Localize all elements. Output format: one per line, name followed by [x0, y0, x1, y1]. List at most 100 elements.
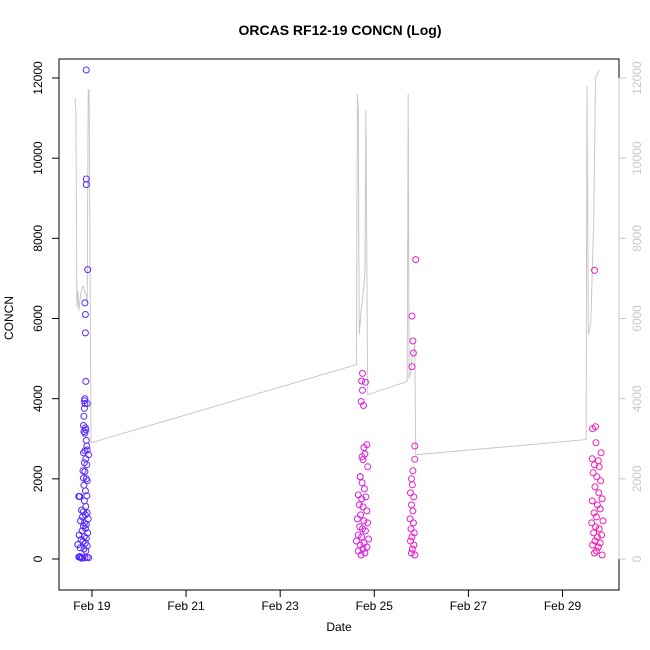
y-right-tick-label: 8000 — [630, 225, 644, 252]
y-axis-label: CONCN — [2, 296, 16, 340]
data-point — [598, 531, 606, 539]
y-right-tick-label: 12000 — [630, 61, 644, 95]
data-point — [590, 509, 598, 517]
data-point — [592, 439, 600, 447]
data-point — [596, 539, 604, 547]
data-point — [82, 436, 90, 444]
data-point — [83, 461, 91, 469]
data-point — [359, 503, 367, 511]
data-point — [410, 493, 418, 501]
data-point — [78, 506, 86, 514]
data-point — [410, 541, 418, 549]
data-point — [359, 369, 366, 377]
data-point — [361, 527, 369, 535]
data-point — [357, 511, 365, 519]
y-right-tick-label: 0 — [630, 555, 644, 562]
data-point — [361, 378, 369, 386]
data-point — [595, 489, 603, 497]
data-point — [357, 551, 365, 559]
y-tick-label: 6000 — [31, 305, 45, 332]
data-point — [365, 535, 373, 543]
data-point — [408, 501, 415, 509]
data-point — [356, 473, 364, 481]
y-tick-label: 12000 — [31, 61, 45, 95]
data-point — [409, 507, 417, 515]
data-point — [408, 481, 416, 489]
data-point — [598, 551, 606, 559]
data-point — [80, 497, 88, 505]
y-axis-left: 0 2000 4000 6000 8000 10000 12000 — [31, 61, 59, 562]
data-point — [364, 463, 372, 471]
concn-points — [74, 66, 607, 562]
data-point — [588, 455, 596, 463]
data-point — [82, 426, 90, 434]
data-point — [358, 377, 366, 385]
data-point — [409, 467, 417, 475]
data-point — [355, 501, 363, 509]
chart-title: ORCAS RF12-19 CONCN (Log) — [238, 22, 441, 38]
data-point — [76, 544, 84, 552]
data-point — [358, 495, 366, 503]
data-point — [83, 477, 91, 485]
data-point — [78, 554, 86, 562]
data-point — [77, 517, 85, 525]
x-tick-label: Feb 23 — [261, 599, 299, 613]
data-point — [81, 400, 89, 407]
data-point — [80, 404, 88, 412]
data-point — [406, 515, 414, 523]
data-point — [354, 491, 362, 499]
data-point — [81, 447, 89, 455]
data-point — [80, 545, 88, 553]
data-point — [358, 479, 366, 487]
data-point — [360, 485, 368, 493]
plot-frame — [58, 58, 620, 591]
data-point — [359, 545, 367, 553]
y-right-tick-label: 6000 — [630, 305, 644, 332]
data-point — [408, 475, 415, 483]
data-point — [81, 329, 89, 337]
x-axis-label: Date — [326, 620, 352, 634]
data-point — [363, 507, 371, 515]
data-point — [83, 442, 91, 450]
data-point — [588, 497, 596, 505]
data-point — [408, 545, 416, 553]
data-point — [362, 493, 370, 501]
data-point — [591, 483, 599, 491]
data-point — [85, 554, 93, 562]
data-point — [407, 489, 414, 497]
data-point — [595, 463, 603, 471]
concn-line — [74, 69, 600, 456]
y-tick-label: 0 — [31, 555, 45, 562]
data-point — [408, 533, 416, 541]
data-point — [409, 349, 417, 357]
data-point — [81, 468, 89, 476]
x-tick-label: Feb 21 — [167, 599, 205, 613]
data-point — [353, 515, 361, 523]
concn-line-series — [74, 69, 600, 456]
data-point — [81, 311, 89, 318]
data-point — [82, 377, 90, 385]
data-point — [81, 299, 89, 307]
y-tick-label: 4000 — [31, 385, 45, 412]
data-point — [589, 469, 597, 477]
data-point — [590, 529, 598, 537]
x-tick-label: Feb 29 — [544, 599, 582, 613]
data-point — [408, 363, 416, 371]
data-point — [359, 386, 366, 394]
data-point — [409, 337, 417, 345]
data-point — [591, 461, 598, 469]
x-tick-label: Feb 19 — [73, 599, 111, 613]
data-point — [358, 453, 366, 461]
data-point — [363, 543, 371, 551]
x-tick-label: Feb 25 — [356, 599, 394, 613]
x-tick-label: Feb 27 — [450, 599, 488, 613]
data-point — [364, 519, 372, 527]
data-point — [592, 423, 599, 431]
data-point — [84, 266, 92, 274]
data-point — [592, 547, 600, 555]
data-point — [80, 481, 88, 489]
data-point — [411, 551, 419, 559]
data-point — [588, 519, 596, 527]
data-point — [595, 525, 603, 533]
